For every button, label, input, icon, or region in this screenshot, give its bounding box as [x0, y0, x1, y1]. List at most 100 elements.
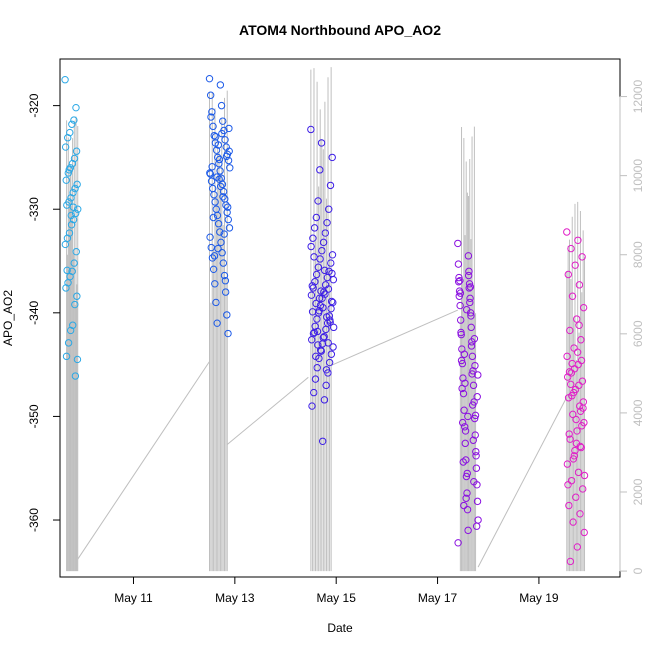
y2-tick-label: 2000 — [631, 478, 645, 505]
data-point — [74, 205, 82, 213]
data-point — [218, 129, 226, 138]
y-axis-label: APO_AO2 — [1, 290, 15, 346]
data-point — [215, 155, 224, 164]
data-point — [327, 297, 336, 306]
data-point — [209, 122, 217, 131]
plot-frame — [59, 58, 621, 578]
data-point — [470, 335, 479, 343]
data-point — [326, 181, 335, 190]
data-point — [72, 103, 80, 112]
data-point — [207, 177, 216, 185]
data-point — [64, 339, 73, 347]
data-point — [71, 184, 79, 193]
data-point — [570, 344, 578, 352]
data-point — [467, 342, 476, 350]
data-point — [309, 234, 317, 242]
data-point — [454, 278, 463, 286]
data-point — [213, 211, 222, 220]
data-point — [454, 260, 463, 268]
data-point — [215, 175, 223, 183]
data-point — [72, 147, 81, 155]
data-point — [573, 543, 582, 551]
data-point — [310, 224, 319, 232]
data-point — [310, 388, 318, 397]
data-point — [220, 271, 229, 280]
data-point — [218, 180, 227, 189]
data-point — [457, 328, 465, 337]
secondary-series-layer — [66, 67, 586, 572]
data-point — [470, 414, 479, 423]
data-point — [464, 271, 473, 280]
data-point — [566, 557, 575, 566]
y2-tick-label: 4000 — [631, 399, 645, 426]
data-point — [209, 265, 218, 274]
data-point — [322, 325, 330, 334]
data-point — [464, 412, 472, 421]
y-tick-label: -350 — [27, 404, 41, 428]
data-point — [224, 215, 233, 224]
data-point — [210, 131, 218, 140]
data-point — [219, 117, 227, 125]
data-point — [467, 312, 475, 320]
data-point — [563, 373, 572, 381]
data-point — [578, 377, 587, 385]
data-point — [319, 238, 328, 247]
data-point — [454, 239, 462, 248]
data-point — [459, 458, 467, 466]
data-point — [216, 228, 224, 236]
data-point — [65, 166, 73, 174]
data-point — [217, 101, 226, 110]
data-point — [69, 321, 77, 329]
y-tick-label: -320 — [27, 93, 41, 117]
data-point — [224, 203, 232, 211]
data-point — [222, 152, 231, 161]
data-point — [472, 522, 481, 530]
data-point — [469, 367, 477, 375]
data-point — [323, 218, 331, 227]
data-point — [565, 368, 574, 376]
data-point — [563, 228, 571, 236]
data-point — [577, 336, 585, 344]
data-point — [314, 263, 323, 271]
data-point — [329, 343, 337, 351]
data-point — [455, 292, 463, 300]
data-point — [469, 381, 478, 390]
data-point — [571, 446, 579, 455]
y2-tick-label: 8000 — [631, 241, 645, 268]
secondary-connector — [477, 396, 568, 568]
data-point — [462, 494, 470, 502]
data-point — [310, 328, 319, 337]
y-tick-label: -360 — [27, 508, 41, 532]
data-point — [319, 303, 327, 312]
data-point — [318, 437, 327, 445]
data-point — [328, 251, 337, 259]
data-point — [64, 134, 72, 142]
data-point — [566, 435, 574, 443]
data-point — [577, 443, 585, 452]
data-point — [211, 198, 219, 206]
data-point — [216, 182, 225, 191]
data-point — [208, 108, 216, 116]
data-point — [311, 375, 320, 383]
data-point — [307, 291, 316, 299]
secondary-connector — [77, 361, 210, 560]
data-point — [219, 259, 228, 267]
data-point — [209, 213, 218, 222]
data-point — [568, 359, 576, 368]
data-point — [212, 146, 221, 154]
data-point — [68, 267, 76, 276]
data-point — [473, 393, 481, 401]
data-point — [463, 469, 471, 478]
data-point — [573, 315, 581, 323]
data-point — [70, 259, 78, 267]
data-point — [325, 205, 333, 213]
data-point — [573, 348, 582, 356]
data-point — [71, 372, 80, 380]
y2-tick-label: 6000 — [631, 320, 645, 347]
data-point — [570, 452, 579, 460]
data-point — [215, 159, 223, 168]
data-point — [213, 319, 221, 327]
data-point — [210, 252, 219, 260]
data-point — [320, 332, 328, 341]
